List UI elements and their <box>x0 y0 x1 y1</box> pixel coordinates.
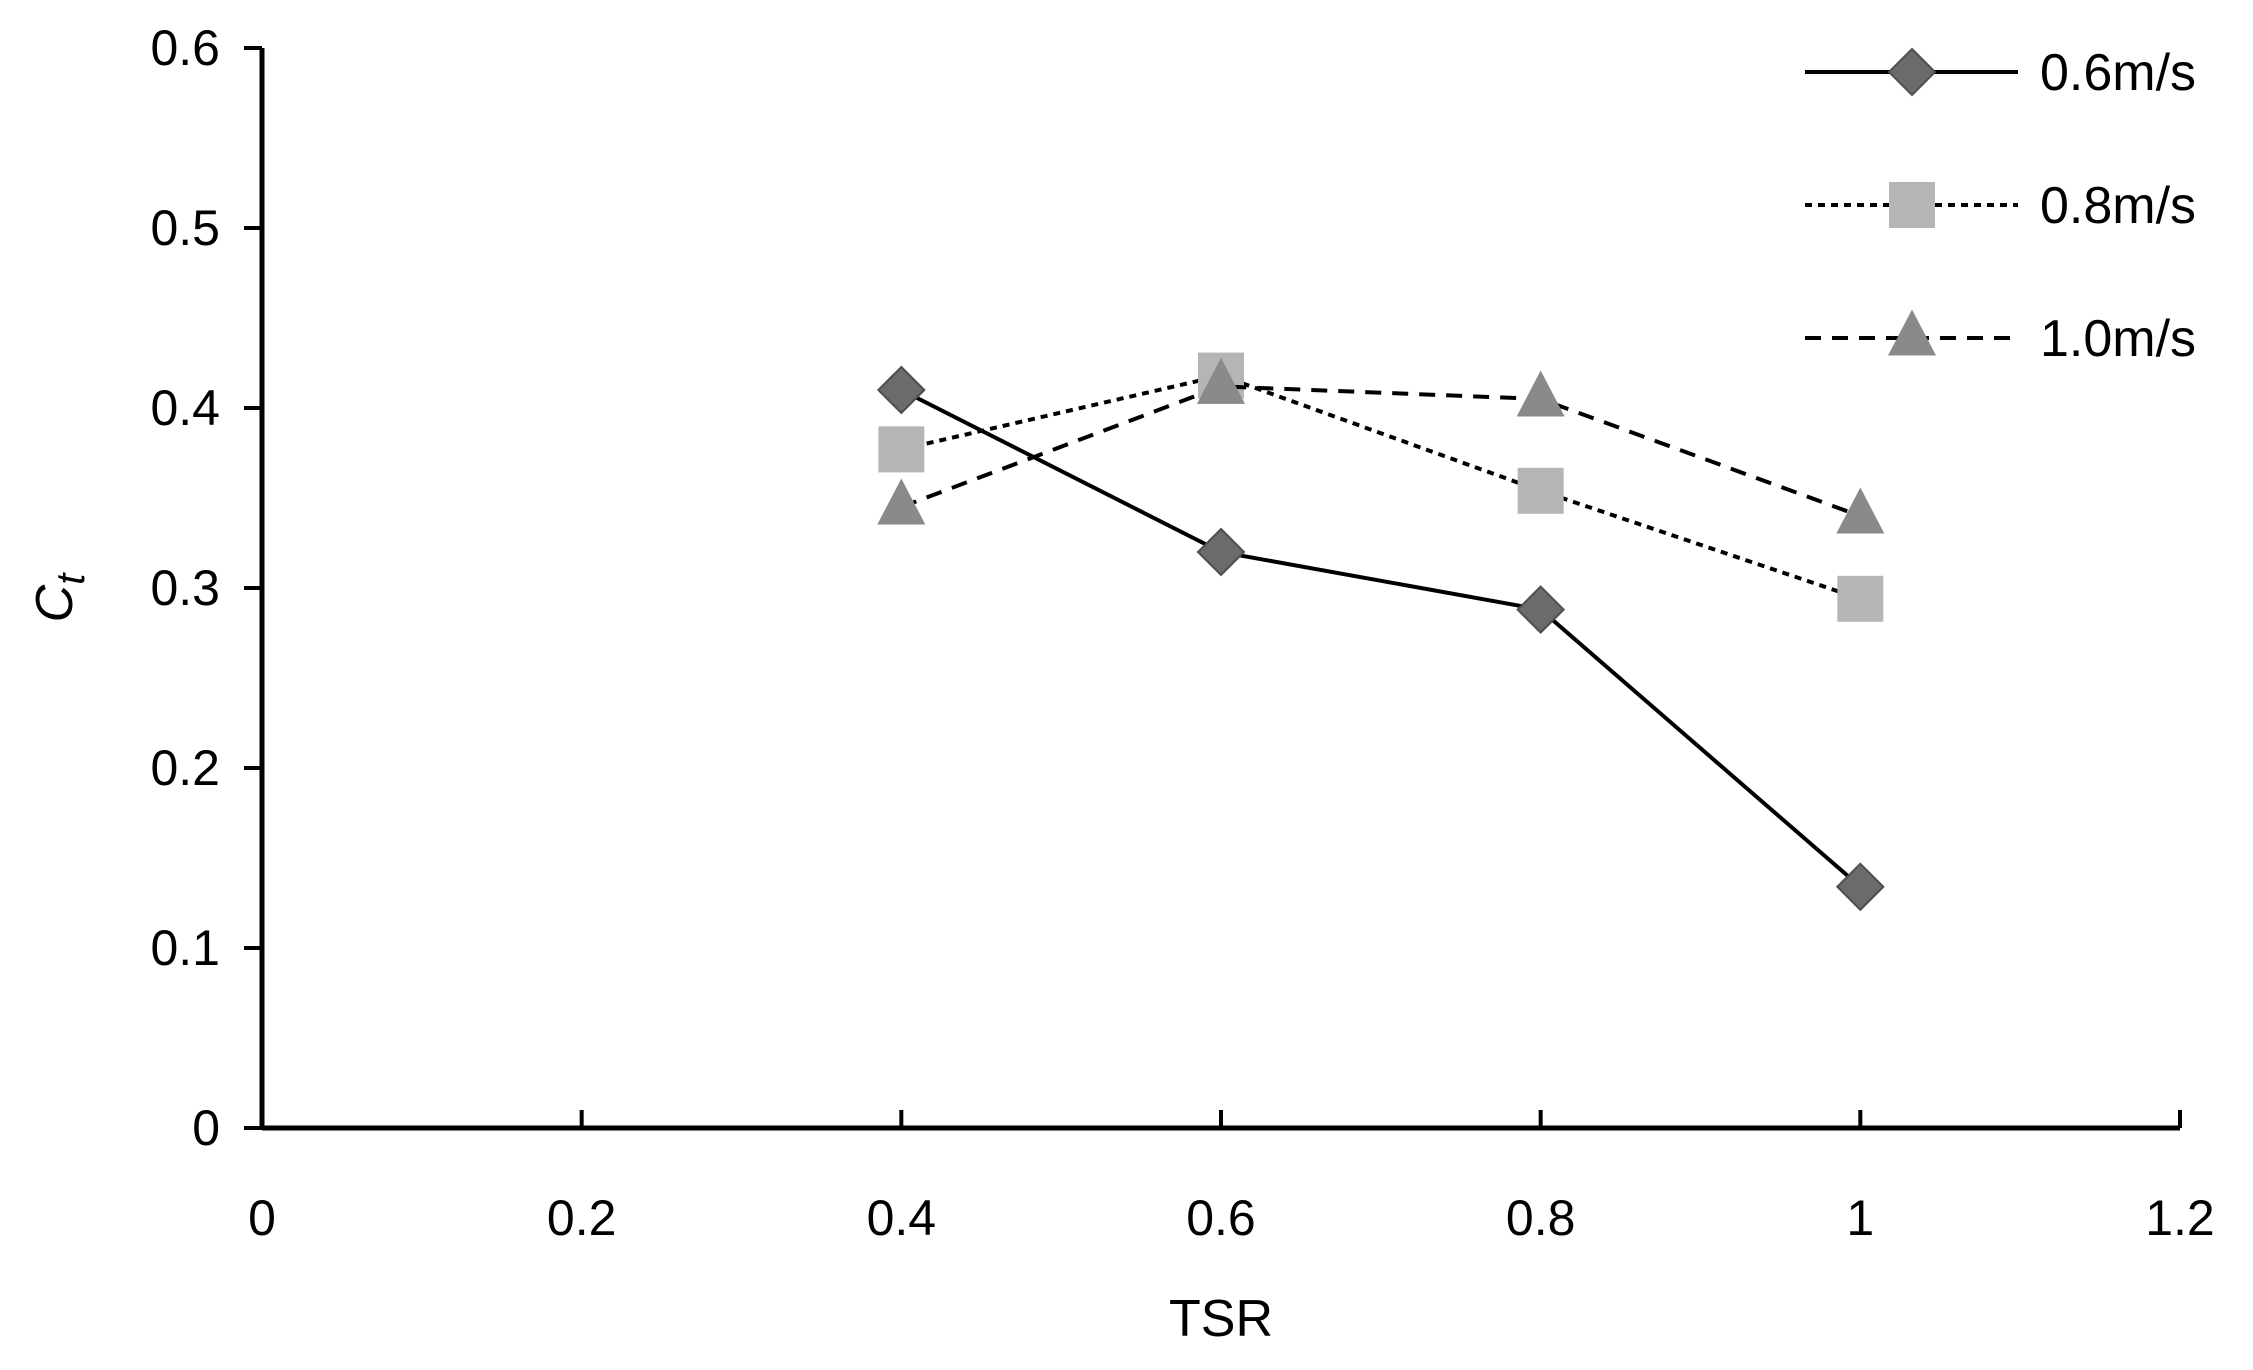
series-1-0m-s <box>877 357 1885 534</box>
x-tick-label: 1 <box>1846 1190 1874 1246</box>
x-tick-label: 0.2 <box>547 1190 617 1246</box>
y-tick-label: 0.3 <box>150 560 220 616</box>
y-axis-title-subscript: t <box>49 572 93 585</box>
series-layer <box>876 352 1885 912</box>
series-line <box>900 388 1862 889</box>
series-line <box>900 373 1861 601</box>
legend-label: 1.0m/s <box>2040 310 2196 368</box>
legend-item: 0.6m/s <box>1805 44 2196 102</box>
legend-marker <box>1888 309 1936 356</box>
y-tick-label: 0 <box>192 1100 220 1156</box>
y-axis-title: Ct <box>26 572 93 623</box>
data-point <box>1197 357 1245 404</box>
legend-label: 0.6m/s <box>2040 44 2196 102</box>
data-point <box>1516 370 1565 417</box>
data-point <box>878 426 925 473</box>
x-tick-label: 0.6 <box>1186 1190 1256 1246</box>
x-tick-label: 0 <box>248 1190 276 1246</box>
series-0-8m-s <box>878 352 1884 622</box>
y-tick-label: 0.2 <box>150 740 220 796</box>
legend-marker <box>1887 47 1937 97</box>
x-tick-label: 0.4 <box>867 1190 937 1246</box>
legend-item: 0.8m/s <box>1805 177 2196 235</box>
data-point <box>1836 487 1885 534</box>
data-point <box>1835 862 1885 912</box>
axes: 0 0.1 0.2 0.3 0.4 0.5 0.6 0 0.2 0.4 0.6 0.8 1 1.2 <box>150 20 2214 1246</box>
y-axis-title-main: C <box>26 584 84 622</box>
y-tick-label: 0.6 <box>150 20 220 76</box>
data-point <box>877 478 926 525</box>
y-tick-label: 0.5 <box>150 200 220 256</box>
x-tick-label: 1.2 <box>2145 1190 2215 1246</box>
series-line <box>900 384 1862 518</box>
data-point <box>1196 527 1246 577</box>
y-tick-label: 0.4 <box>150 380 220 436</box>
legend-label: 0.8m/s <box>2040 177 2196 235</box>
series-0-6m-s <box>876 365 1885 912</box>
x-axis-title: TSR <box>1169 1290 1273 1348</box>
legend: 0.6m/s 0.8m/s 1.0m/s <box>1805 44 2196 368</box>
legend-marker <box>1889 182 1935 228</box>
data-point <box>1837 575 1884 622</box>
y-tick-label: 0.1 <box>150 920 220 976</box>
data-point <box>876 365 926 415</box>
x-tick-label: 0.8 <box>1506 1190 1576 1246</box>
data-point <box>1516 585 1566 635</box>
legend-item: 1.0m/s <box>1805 309 2196 368</box>
data-point <box>1517 467 1564 514</box>
